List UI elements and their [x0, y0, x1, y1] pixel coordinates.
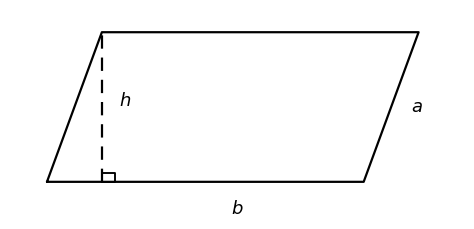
Text: h: h: [119, 92, 131, 110]
Text: a: a: [411, 98, 422, 116]
Text: b: b: [231, 200, 243, 218]
